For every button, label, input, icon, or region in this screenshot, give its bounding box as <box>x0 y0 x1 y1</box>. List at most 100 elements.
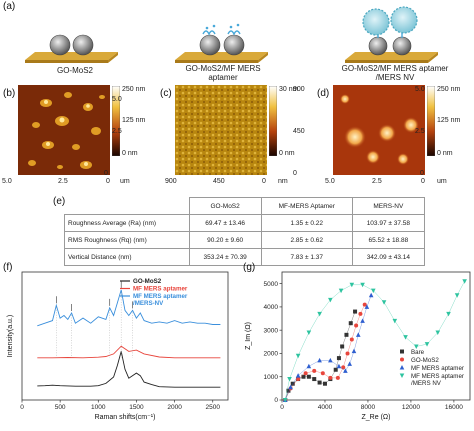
raman-chart: 0 500 1000 1500 2000 2500 Raman shifts(cm⁻¹) In… <box>7 271 229 421</box>
series-2-point <box>312 368 317 373</box>
series-3-trace <box>284 295 372 401</box>
table-header-cell: MF-MERS Aptamer <box>260 197 353 215</box>
y-tick-label: 4000 <box>264 304 279 311</box>
afm-b-xtick-mid: 2.5 <box>58 178 68 185</box>
series-4-point <box>381 300 387 305</box>
afm-image-d <box>333 85 425 175</box>
series-3-point <box>347 361 352 366</box>
afm-d-ytick-mid: 2.5 <box>415 128 425 135</box>
panel-label-e: (e) <box>53 196 66 207</box>
panel-label-b: (b) <box>3 88 16 99</box>
series-4-point <box>392 318 398 324</box>
x-tick-label: 12000 <box>402 404 420 411</box>
series-4-point <box>371 288 376 294</box>
substrate-3 <box>345 52 438 63</box>
legend-label: MF MERS aptamer <box>411 373 464 380</box>
legend-swatch <box>400 357 404 362</box>
series-1-point <box>333 367 338 372</box>
colorbar-c-bot: 0 nm <box>279 150 295 157</box>
series-3-point <box>355 332 361 337</box>
panel-label-f: (f) <box>3 262 13 273</box>
series-3-point <box>360 318 365 323</box>
series-1-point <box>348 321 353 326</box>
series-1-point <box>306 374 311 379</box>
table-header-cell: GO-MoS2 <box>188 197 262 215</box>
series-4-point <box>282 398 288 403</box>
series-2-point <box>345 351 350 356</box>
colorbar-b-mid: 125 nm <box>122 117 146 124</box>
legend-label: GO-MoS2 <box>411 357 439 364</box>
plot-frame <box>21 271 229 401</box>
legend-label: MF MERS aptamer <box>411 365 464 372</box>
series-4-point <box>338 288 344 294</box>
legend-swatch <box>399 365 405 370</box>
series-1-point <box>340 344 345 349</box>
table-cell: 353.24 ± 70.39 <box>188 248 262 266</box>
table-cell: RMS Roughness (Rq) (nm) <box>64 231 190 249</box>
series-4-point <box>454 293 460 298</box>
schematic-label-2: GO-MoS2/MF MERS aptamer <box>185 64 261 82</box>
x-tick-label: 2500 <box>206 404 221 411</box>
colorbar-d-bot: 0 nm <box>437 150 453 157</box>
substrate-2 <box>175 52 268 63</box>
series-2-point <box>341 365 346 370</box>
y-tick-label: 0 <box>274 397 278 404</box>
schematic-illustration <box>25 6 438 63</box>
virus-icon <box>362 8 390 36</box>
table-cell: Vertical Distance (nm) <box>64 248 190 266</box>
afm-b-ytick-bot: 0 <box>104 170 108 177</box>
afm-c-ytick-mid: 450 <box>293 128 305 135</box>
colorbar-d-mid: 125 nm <box>437 117 461 124</box>
table-cell: 2.85 ± 0.62 <box>260 231 353 249</box>
table-header-row: GO-MoS2 MF-MERS Aptamer MERS-NV <box>64 197 426 215</box>
series-1-point <box>317 380 322 385</box>
legend-swatch <box>399 373 405 378</box>
go-mos2-particles-1 <box>49 34 94 56</box>
schematic-label-1: GO-MoS2 <box>56 66 93 75</box>
legend-label: GO-MoS2 <box>133 278 162 285</box>
afm-d-xtick-right: 0 <box>421 178 425 185</box>
table-header-cell: MERS-NV <box>351 197 426 215</box>
y-tick-label: 3000 <box>264 327 279 334</box>
x-tick-label: 1000 <box>91 404 106 411</box>
legend-label: Bare <box>411 349 425 356</box>
series-3-point <box>343 368 348 373</box>
x-axis-label: Raman shifts(cm⁻¹) <box>95 414 156 421</box>
afm-d-ytick-top: 5.0 <box>415 86 425 93</box>
afm-b-unit: um <box>120 178 130 185</box>
legend-label: /MERS NV <box>411 380 442 387</box>
series-4-point <box>317 311 322 317</box>
series-4-point <box>295 353 301 359</box>
series-1-point <box>301 374 306 379</box>
x-tick-label: 4000 <box>318 404 333 411</box>
series-3-point <box>336 363 342 369</box>
afm-c-ytick-bot: 0 <box>293 170 297 177</box>
colorbar-b-top: 250 nm <box>122 86 146 93</box>
series-3-point <box>317 357 322 363</box>
colorbar-c <box>269 86 277 156</box>
series-4-point <box>462 279 467 284</box>
table-row: Vertical Distance (nm) 353.24 ± 70.39 7.… <box>64 248 426 266</box>
afm-c-xtick-mid: 450 <box>213 178 225 185</box>
series-2-point <box>320 371 325 376</box>
series-3-point <box>351 348 357 354</box>
afm-d-unit: um <box>437 178 447 185</box>
colorbar-b-bot: 0 nm <box>122 150 138 157</box>
series-4-point <box>349 282 355 288</box>
series-2-point <box>296 377 301 382</box>
afm-b-xtick-left: 5.0 <box>2 178 12 185</box>
plot-frame <box>281 271 471 401</box>
series-1-point <box>322 381 327 386</box>
x-tick-label: 16000 <box>445 404 463 411</box>
x-tick-label: 1500 <box>129 404 144 411</box>
series-2-point <box>328 375 333 380</box>
afm-image-b <box>18 85 110 175</box>
afm-c-unit: nm <box>278 178 288 185</box>
series-4-point <box>328 297 333 303</box>
table-cell: 103.97 ± 37.58 <box>351 214 426 232</box>
table-cell: Roughness Average (Ra) (nm) <box>64 214 190 232</box>
series-3-point <box>364 304 370 309</box>
series-1-point <box>353 309 358 314</box>
x-tick-label: 0 <box>20 404 24 411</box>
afm-c-xtick-right: 0 <box>262 178 266 185</box>
